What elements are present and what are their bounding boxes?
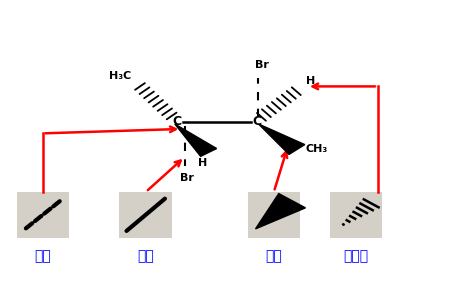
Text: CH₃: CH₃ (305, 144, 327, 154)
Bar (330, 192, 382, 237)
Text: 虚楕键: 虚楕键 (344, 249, 369, 263)
Text: 楕键: 楕键 (265, 249, 282, 263)
Polygon shape (258, 124, 305, 154)
Text: Br: Br (255, 60, 269, 70)
Text: C: C (172, 115, 181, 128)
Text: 实键: 实键 (138, 249, 154, 263)
Bar (248, 192, 300, 237)
Text: C: C (252, 115, 261, 128)
Text: Br: Br (180, 173, 194, 183)
Text: H: H (306, 77, 315, 86)
Text: 虚键: 虚键 (34, 249, 51, 263)
Polygon shape (256, 193, 306, 229)
Bar (119, 192, 172, 237)
Text: H₃C: H₃C (109, 71, 131, 80)
Text: H: H (198, 158, 207, 168)
Bar (17, 192, 69, 237)
Polygon shape (175, 124, 217, 156)
